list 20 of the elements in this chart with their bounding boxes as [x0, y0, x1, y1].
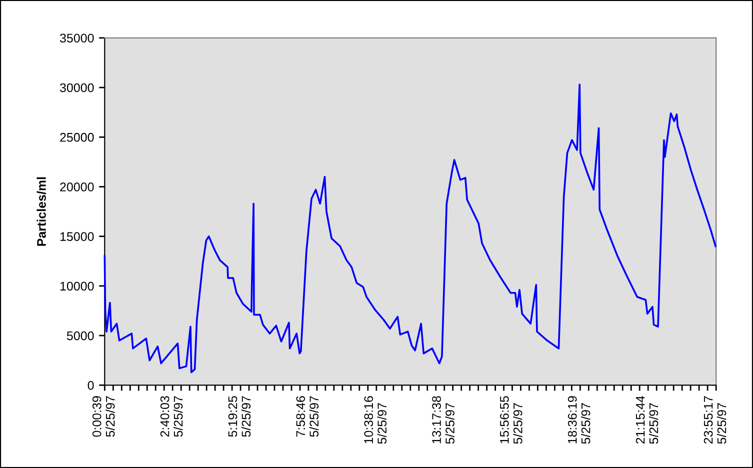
x-tick-label: 5:19:25 5/25/97 — [228, 396, 251, 437]
y-tick-label: 15000 — [60, 232, 94, 241]
x-tick-label: 18:36:19 5/25/97 — [568, 396, 590, 444]
y-tick-label: 25000 — [60, 132, 94, 142]
x-tick-label: 2:40:03 5/25/97 — [160, 396, 183, 437]
y-tick-label: 10000 — [60, 282, 94, 291]
line-series — [104, 84, 716, 374]
y-tick-label: 30000 — [60, 83, 94, 92]
x-tick-label: 23:55:17 5/25/97 — [704, 396, 726, 444]
y-tick-label: 0 — [88, 380, 94, 390]
y-tick-label: 20000 — [60, 182, 94, 192]
x-tick-label: 7:58:46 5/25/97 — [296, 396, 319, 437]
x-tick-label: 21:15:44 5/25/97 — [636, 396, 658, 444]
x-tick-label: 0:00:39 5/25/97 — [92, 396, 115, 437]
y-axis-title: Particles/ml — [36, 177, 46, 246]
x-tick-label: 13:17:38 5/25/97 — [432, 396, 454, 444]
x-tick-label: 15:56:55 5/25/97 — [500, 396, 522, 444]
x-tick-label: 10:38:16 5/25/97 — [364, 396, 387, 444]
y-tick-label: 35000 — [60, 34, 94, 43]
y-tick-label: 5000 — [66, 331, 94, 340]
